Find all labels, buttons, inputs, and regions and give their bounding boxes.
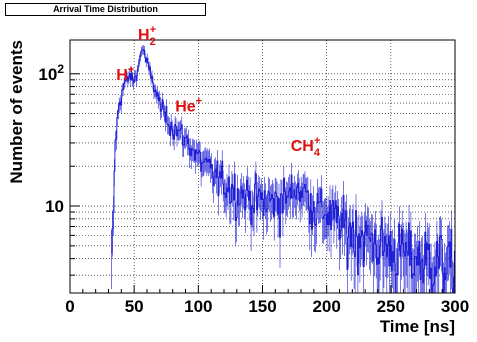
y-tick-label: 10 — [45, 197, 64, 216]
y-axis-label: Number of events — [7, 40, 26, 184]
x-tick-label: 150 — [248, 297, 276, 316]
x-tick-label: 0 — [65, 297, 74, 316]
chart-title: Arrival Time Distribution — [5, 3, 206, 16]
peak-annotation: H+ — [116, 64, 134, 84]
axis-ticks — [69, 73, 456, 293]
x-tick-label: 200 — [312, 297, 340, 316]
x-tick-label: 300 — [441, 297, 469, 316]
error-bars — [111, 45, 456, 293]
x-axis-label: Time [ns] — [380, 317, 455, 336]
peak-annotation: CH4+ — [291, 135, 321, 159]
peak-annotation: He+ — [175, 95, 202, 115]
series-line — [111, 49, 456, 293]
x-tick-label: 100 — [184, 297, 212, 316]
annotations: H+H2+ He+ CH4+ — [116, 24, 321, 159]
y-tick-label: 102 — [38, 62, 64, 84]
x-tick-label: 250 — [377, 297, 405, 316]
x-tick-label: 50 — [125, 297, 144, 316]
series-arrival-time — [111, 45, 456, 293]
peak-annotation: H2+ — [138, 24, 156, 48]
tick-labels: 0 50 100 150 200 250 300 10 102 — [38, 62, 469, 316]
